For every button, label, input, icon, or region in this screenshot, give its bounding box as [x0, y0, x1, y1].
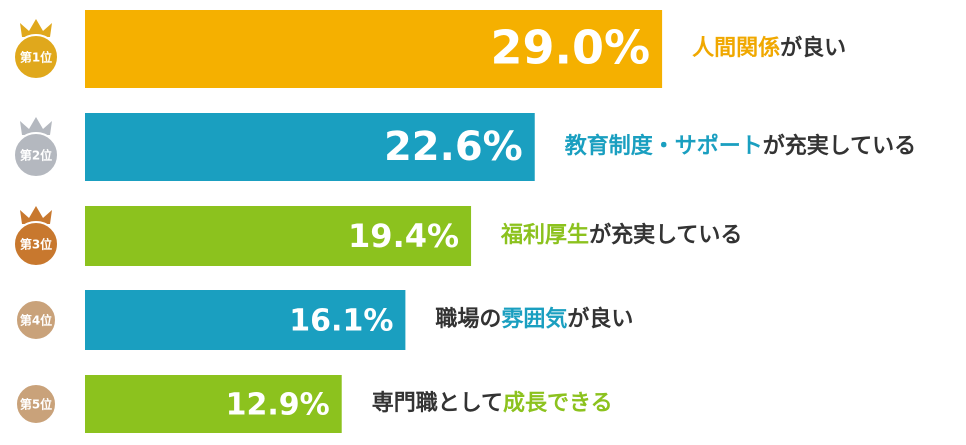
- crown: [20, 206, 52, 224]
- category-label: 教育制度・サポートが充実している: [565, 133, 916, 159]
- category-label: 専門職として成長できる: [372, 390, 613, 416]
- rank-label: 第1位: [20, 50, 52, 65]
- category-part: 職場の: [435, 306, 501, 332]
- rank-label: 第5位: [20, 397, 52, 412]
- category-label: 福利厚生が充実している: [500, 222, 742, 248]
- rank-label: 第2位: [20, 148, 52, 163]
- rank-badge: [13, 132, 59, 178]
- rank-label: 第3位: [20, 237, 52, 252]
- category-label: 職場の雰囲気が良い: [435, 306, 633, 332]
- bar: [85, 206, 472, 266]
- category-label: 人間関係が良い: [692, 35, 846, 61]
- value-label: 29.0%: [491, 21, 651, 75]
- category-part: が良い: [780, 35, 846, 61]
- rank-badge: [15, 299, 57, 341]
- category-part: が良い: [567, 306, 633, 332]
- bar: [85, 113, 535, 181]
- bar: [85, 290, 406, 350]
- crown: [20, 117, 52, 135]
- value-label: 16.1%: [289, 304, 393, 339]
- rank-label: 第4位: [20, 313, 52, 328]
- rank-badge: [15, 383, 57, 425]
- crown: [20, 19, 52, 37]
- category-part: が充実している: [589, 222, 742, 248]
- category-part: 教育制度・サポート: [565, 133, 763, 159]
- category-part: が充実している: [763, 133, 916, 159]
- category-part: 成長できる: [503, 391, 613, 416]
- category-part: 雰囲気: [501, 306, 567, 332]
- category-part: 人間関係: [692, 36, 780, 61]
- bar: [85, 375, 342, 433]
- category-part: 専門職として: [372, 390, 503, 416]
- bar: [85, 10, 663, 88]
- value-label: 12.9%: [226, 388, 330, 423]
- value-label: 22.6%: [384, 124, 523, 170]
- category-part: 福利厚生: [500, 223, 589, 248]
- rank-badge: [13, 34, 59, 80]
- rank-badge: [13, 221, 59, 267]
- value-label: 19.4%: [348, 217, 459, 255]
